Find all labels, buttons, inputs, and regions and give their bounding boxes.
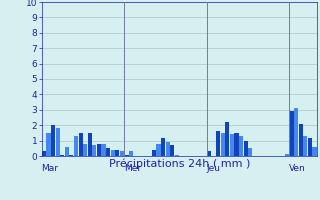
Bar bbox=[51, 125, 55, 156]
Bar bbox=[170, 145, 174, 156]
Bar bbox=[83, 144, 87, 156]
Bar bbox=[60, 155, 64, 156]
Bar bbox=[124, 155, 129, 156]
Bar bbox=[78, 133, 83, 156]
Bar bbox=[65, 147, 69, 156]
Bar bbox=[120, 151, 124, 156]
Bar bbox=[56, 128, 60, 156]
Bar bbox=[216, 131, 220, 156]
Text: Jeu: Jeu bbox=[207, 164, 221, 173]
Bar bbox=[175, 155, 179, 156]
Bar bbox=[46, 133, 51, 156]
Bar bbox=[161, 138, 165, 156]
Bar bbox=[225, 122, 229, 156]
Bar bbox=[303, 136, 308, 156]
Bar bbox=[235, 133, 239, 156]
Bar bbox=[230, 134, 234, 156]
Bar bbox=[156, 144, 161, 156]
Bar bbox=[294, 108, 298, 156]
Bar bbox=[106, 148, 110, 156]
Bar bbox=[74, 136, 78, 156]
Text: Mar: Mar bbox=[42, 164, 59, 173]
Bar bbox=[129, 151, 133, 156]
X-axis label: Précipitations 24h ( mm ): Précipitations 24h ( mm ) bbox=[108, 159, 250, 169]
Bar bbox=[244, 141, 248, 156]
Bar bbox=[221, 133, 225, 156]
Bar bbox=[42, 151, 46, 156]
Bar bbox=[166, 142, 170, 156]
Bar bbox=[97, 144, 101, 156]
Bar bbox=[239, 136, 243, 156]
Bar bbox=[69, 155, 74, 156]
Bar bbox=[248, 148, 252, 156]
Bar bbox=[308, 138, 312, 156]
Bar bbox=[290, 111, 294, 156]
Bar bbox=[152, 150, 156, 156]
Bar bbox=[312, 147, 316, 156]
Bar bbox=[111, 150, 115, 156]
Bar bbox=[207, 151, 211, 156]
Bar bbox=[115, 150, 119, 156]
Bar bbox=[299, 124, 303, 156]
Text: Ven: Ven bbox=[289, 164, 306, 173]
Bar bbox=[101, 144, 106, 156]
Text: Mer: Mer bbox=[124, 164, 141, 173]
Bar bbox=[92, 145, 96, 156]
Bar bbox=[285, 154, 289, 156]
Bar bbox=[88, 133, 92, 156]
